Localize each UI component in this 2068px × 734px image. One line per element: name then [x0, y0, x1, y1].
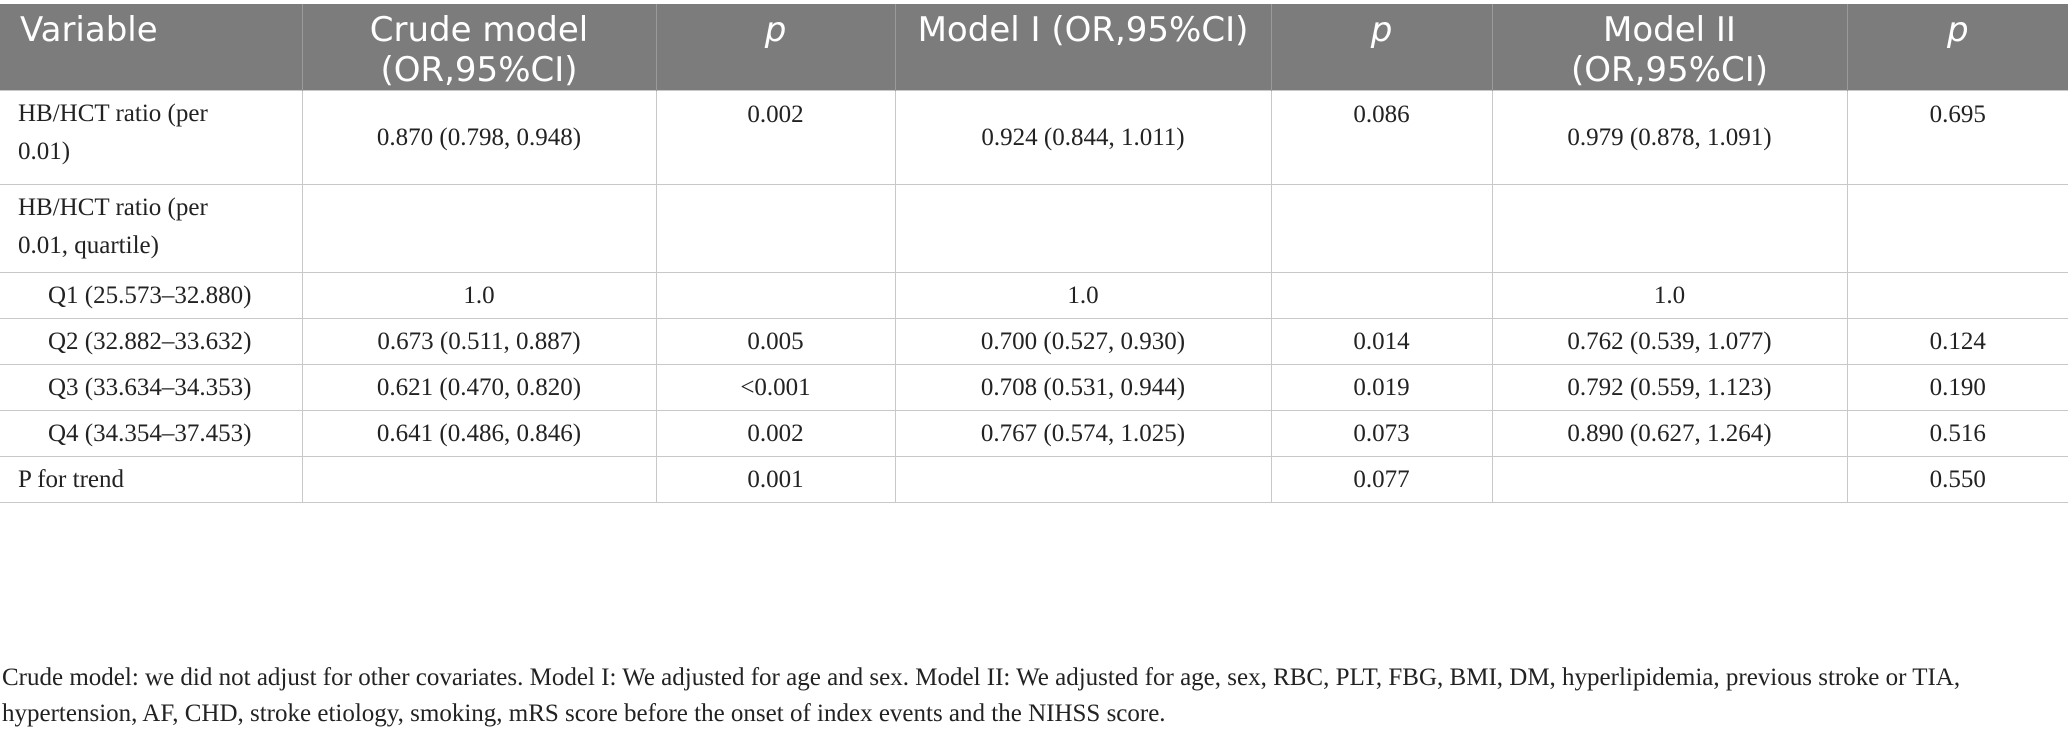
- table-row: HB/HCT ratio (per 0.01, quartile): [0, 184, 2068, 273]
- table-row: HB/HCT ratio (per 0.01) 0.870 (0.798, 0.…: [0, 90, 2068, 185]
- cell-model-2: 0.762 (0.539, 1.077): [1491, 318, 1848, 365]
- header-model-2-label: Model II (OR,95%CI): [1570, 10, 1769, 90]
- header-crude-model-label: Crude model (OR,95%CI): [369, 10, 589, 90]
- cell-p-crude: [655, 272, 896, 319]
- cell-crude: [301, 456, 657, 503]
- header-p-model-2-label: p: [1946, 10, 1969, 50]
- cell-p-model-2: 0.695: [1846, 90, 2068, 185]
- cell-p-crude: [655, 184, 896, 273]
- cell-model-2: [1491, 456, 1848, 503]
- header-model-1-label: Model I (OR,95%CI): [917, 10, 1249, 50]
- header-crude-model: Crude model (OR,95%CI): [301, 4, 656, 91]
- header-p-model-2: p: [1846, 4, 2068, 91]
- header-model-1: Model I (OR,95%CI): [894, 4, 1271, 91]
- cell-model-1: 0.767 (0.574, 1.025): [894, 410, 1272, 457]
- table-row: Q3 (33.634–34.353) 0.621 (0.470, 0.820) …: [0, 364, 2068, 411]
- row-variable: HB/HCT ratio (per 0.01): [0, 90, 303, 185]
- row-variable: HB/HCT ratio (per 0.01, quartile): [0, 184, 303, 273]
- cell-p-model-1: [1270, 184, 1493, 273]
- cell-model-1: 0.708 (0.531, 0.944): [894, 364, 1272, 411]
- cell-crude: [301, 184, 657, 273]
- cell-p-model-1: 0.086: [1270, 90, 1493, 185]
- header-p-crude-label: p: [764, 10, 787, 50]
- cell-model-2: 0.979 (0.878, 1.091): [1491, 90, 1848, 185]
- cell-p-model-1: [1270, 272, 1493, 319]
- table-header: Variable Crude model (OR,95%CI) p Model …: [0, 4, 2068, 91]
- table-row: Q4 (34.354–37.453) 0.641 (0.486, 0.846) …: [0, 410, 2068, 457]
- header-row: Variable Crude model (OR,95%CI) p Model …: [0, 4, 2068, 91]
- row-variable: P for trend: [0, 456, 303, 503]
- cell-model-1: [894, 456, 1272, 503]
- cell-model-2: 0.890 (0.627, 1.264): [1491, 410, 1848, 457]
- cell-model-2: 0.792 (0.559, 1.123): [1491, 364, 1848, 411]
- cell-p-model-1: 0.019: [1270, 364, 1493, 411]
- cell-crude: 0.673 (0.511, 0.887): [301, 318, 657, 365]
- header-p-model-1-label: p: [1370, 10, 1393, 50]
- cell-p-crude: 0.002: [655, 410, 896, 457]
- row-variable: Q4 (34.354–37.453): [0, 410, 303, 457]
- table-row: Q1 (25.573–32.880) 1.0 1.0 1.0: [0, 272, 2068, 319]
- row-variable: Q2 (32.882–33.632): [0, 318, 303, 365]
- cell-model-2: 1.0: [1491, 272, 1848, 319]
- table-row: Q2 (32.882–33.632) 0.673 (0.511, 0.887) …: [0, 318, 2068, 365]
- cell-p-model-2: 0.124: [1846, 318, 2068, 365]
- cell-p-crude: 0.005: [655, 318, 896, 365]
- cell-p-model-2: 0.190: [1846, 364, 2068, 411]
- cell-p-crude: <0.001: [655, 364, 896, 411]
- header-p-crude: p: [655, 4, 895, 91]
- cell-model-2: [1491, 184, 1848, 273]
- cell-p-model-1: 0.077: [1270, 456, 1493, 503]
- results-table: Variable Crude model (OR,95%CI) p Model …: [0, 4, 2068, 503]
- cell-crude: 0.870 (0.798, 0.948): [301, 90, 657, 185]
- cell-crude: 1.0: [301, 272, 657, 319]
- cell-model-1: [894, 184, 1272, 273]
- cell-p-model-1: 0.014: [1270, 318, 1493, 365]
- cell-model-1: 0.700 (0.527, 0.930): [894, 318, 1272, 365]
- header-variable: Variable: [0, 4, 302, 91]
- cell-model-1: 1.0: [894, 272, 1272, 319]
- row-variable: Q1 (25.573–32.880): [0, 272, 303, 319]
- cell-model-1: 0.924 (0.844, 1.011): [894, 90, 1272, 185]
- cell-p-model-2: [1846, 272, 2068, 319]
- table-row: P for trend 0.001 0.077 0.550: [0, 456, 2068, 503]
- cell-p-model-2: 0.550: [1846, 456, 2068, 503]
- table-footnote: Crude model: we did not adjust for other…: [2, 664, 1961, 727]
- cell-p-crude: 0.001: [655, 456, 896, 503]
- cell-crude: 0.641 (0.486, 0.846): [301, 410, 657, 457]
- cell-p-crude: 0.002: [655, 90, 896, 185]
- table-body: HB/HCT ratio (per 0.01) 0.870 (0.798, 0.…: [0, 90, 2068, 503]
- header-model-2: Model II (OR,95%CI): [1491, 4, 1847, 91]
- cell-p-model-2: 0.516: [1846, 410, 2068, 457]
- cell-crude: 0.621 (0.470, 0.820): [301, 364, 657, 411]
- header-variable-label: Variable: [20, 10, 158, 50]
- row-variable: Q3 (33.634–34.353): [0, 364, 303, 411]
- cell-p-model-2: [1846, 184, 2068, 273]
- header-p-model-1: p: [1270, 4, 1492, 91]
- cell-p-model-1: 0.073: [1270, 410, 1493, 457]
